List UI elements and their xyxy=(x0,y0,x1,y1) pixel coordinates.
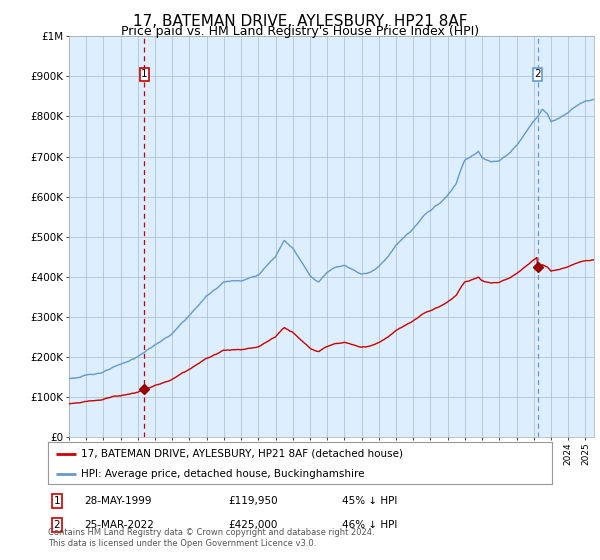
Text: 17, BATEMAN DRIVE, AYLESBURY, HP21 8AF: 17, BATEMAN DRIVE, AYLESBURY, HP21 8AF xyxy=(133,14,467,29)
Text: Contains HM Land Registry data © Crown copyright and database right 2024.
This d: Contains HM Land Registry data © Crown c… xyxy=(48,528,374,548)
Text: £119,950: £119,950 xyxy=(228,496,278,506)
Text: 25-MAR-2022: 25-MAR-2022 xyxy=(84,520,154,530)
Text: 45% ↓ HPI: 45% ↓ HPI xyxy=(342,496,397,506)
Text: 46% ↓ HPI: 46% ↓ HPI xyxy=(342,520,397,530)
Text: £425,000: £425,000 xyxy=(228,520,277,530)
Text: 2: 2 xyxy=(53,520,61,530)
Text: 2: 2 xyxy=(534,69,541,80)
Text: Price paid vs. HM Land Registry's House Price Index (HPI): Price paid vs. HM Land Registry's House … xyxy=(121,25,479,38)
Text: 1: 1 xyxy=(53,496,61,506)
Text: 1: 1 xyxy=(141,69,148,80)
Text: HPI: Average price, detached house, Buckinghamshire: HPI: Average price, detached house, Buck… xyxy=(81,469,364,479)
Text: 17, BATEMAN DRIVE, AYLESBURY, HP21 8AF (detached house): 17, BATEMAN DRIVE, AYLESBURY, HP21 8AF (… xyxy=(81,449,403,459)
Text: 28-MAY-1999: 28-MAY-1999 xyxy=(84,496,151,506)
